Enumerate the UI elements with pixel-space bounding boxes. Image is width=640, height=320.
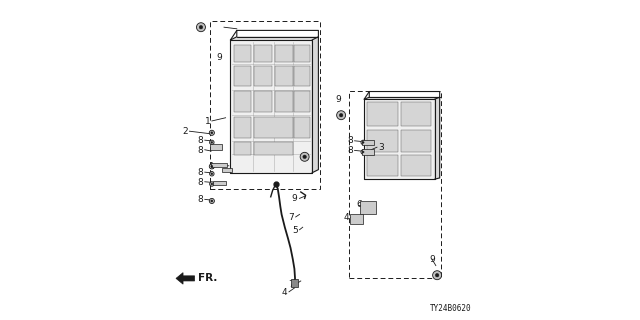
Bar: [254, 117, 292, 138]
Circle shape: [209, 164, 214, 169]
Polygon shape: [230, 40, 312, 173]
Text: 6: 6: [356, 200, 362, 209]
Circle shape: [337, 111, 346, 120]
Polygon shape: [364, 97, 440, 99]
Circle shape: [303, 155, 307, 159]
Circle shape: [362, 141, 364, 143]
Bar: [234, 91, 252, 112]
Bar: [234, 117, 252, 138]
Text: 5: 5: [292, 226, 298, 235]
Circle shape: [210, 140, 214, 145]
Circle shape: [361, 140, 365, 145]
Bar: [349, 91, 441, 278]
Bar: [254, 45, 272, 62]
Text: 8: 8: [347, 136, 353, 145]
Text: FR.: FR.: [198, 273, 217, 284]
Bar: [294, 66, 310, 86]
Bar: [401, 130, 431, 152]
Text: 8: 8: [198, 196, 204, 204]
Circle shape: [209, 130, 214, 135]
Text: 1: 1: [209, 162, 215, 171]
Text: 8: 8: [198, 168, 204, 177]
Circle shape: [209, 198, 214, 204]
Circle shape: [211, 141, 212, 143]
Text: 9: 9: [216, 53, 222, 62]
Bar: [210, 21, 320, 189]
Circle shape: [211, 183, 212, 185]
Text: 8: 8: [347, 146, 353, 155]
Text: 3: 3: [379, 143, 384, 152]
Circle shape: [210, 172, 214, 176]
Bar: [401, 102, 431, 126]
Text: 9: 9: [335, 95, 341, 104]
Text: 9: 9: [292, 194, 298, 203]
Bar: [294, 117, 310, 138]
Bar: [212, 181, 226, 185]
Text: 1: 1: [205, 117, 211, 126]
Text: 2: 2: [182, 127, 188, 136]
Bar: [234, 142, 252, 155]
Bar: [275, 91, 293, 112]
Polygon shape: [312, 37, 319, 173]
Bar: [362, 140, 374, 145]
Polygon shape: [364, 99, 435, 179]
Circle shape: [211, 200, 213, 202]
Circle shape: [196, 23, 205, 32]
Text: 8: 8: [198, 178, 204, 187]
Bar: [234, 66, 252, 86]
Bar: [362, 149, 374, 155]
Circle shape: [199, 25, 203, 29]
Bar: [294, 91, 310, 112]
Bar: [254, 91, 272, 112]
Bar: [401, 155, 431, 176]
Text: 8: 8: [198, 146, 204, 155]
Circle shape: [339, 113, 343, 117]
Text: 7: 7: [288, 213, 294, 222]
Circle shape: [211, 132, 213, 134]
Text: 9: 9: [429, 255, 435, 264]
Text: 8: 8: [198, 136, 204, 145]
Circle shape: [361, 150, 365, 154]
Circle shape: [435, 273, 439, 277]
Circle shape: [211, 173, 212, 175]
Bar: [360, 201, 376, 214]
Bar: [275, 66, 293, 86]
Circle shape: [211, 165, 213, 167]
Circle shape: [433, 271, 442, 280]
Bar: [367, 102, 398, 126]
Text: 7: 7: [288, 280, 294, 289]
Bar: [254, 142, 292, 155]
Bar: [254, 66, 272, 86]
Bar: [291, 279, 298, 287]
Polygon shape: [435, 97, 440, 179]
Circle shape: [362, 151, 364, 153]
Bar: [367, 130, 398, 152]
Bar: [294, 45, 310, 62]
Bar: [367, 155, 398, 176]
Bar: [351, 214, 364, 224]
Text: 4: 4: [343, 213, 349, 222]
Bar: [223, 168, 232, 172]
Circle shape: [210, 182, 214, 186]
Polygon shape: [230, 37, 319, 40]
Polygon shape: [176, 273, 195, 284]
Bar: [234, 45, 252, 62]
Bar: [211, 163, 227, 167]
Bar: [210, 144, 223, 150]
Text: TY24B0620: TY24B0620: [430, 304, 472, 313]
Bar: [275, 45, 293, 62]
Text: 4: 4: [281, 288, 287, 297]
Circle shape: [300, 152, 309, 161]
